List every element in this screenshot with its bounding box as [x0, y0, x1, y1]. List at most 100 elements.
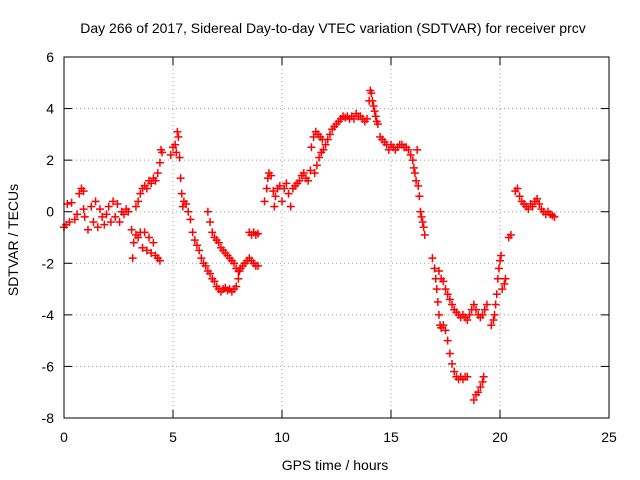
data-point	[270, 202, 279, 211]
data-point	[232, 282, 241, 291]
data-point	[404, 145, 413, 154]
data-point	[176, 174, 185, 183]
data-point	[487, 321, 496, 330]
data-point	[106, 218, 115, 227]
data-point	[134, 197, 143, 206]
data-point	[113, 199, 122, 208]
data-point	[138, 243, 147, 252]
data-point	[535, 199, 544, 208]
data-point	[428, 254, 437, 263]
chart-title: Day 266 of 2017, Sidereal Day-to-day VTE…	[80, 20, 586, 36]
data-point	[186, 215, 195, 224]
data-point	[98, 212, 107, 221]
data-point	[414, 181, 423, 190]
data-point	[491, 300, 500, 309]
data-point	[482, 300, 491, 309]
data-point	[409, 163, 418, 172]
data-point	[115, 218, 124, 227]
data-point	[497, 251, 506, 260]
data-point	[479, 372, 488, 381]
data-point	[284, 189, 293, 198]
data-point	[151, 176, 160, 185]
data-point	[370, 107, 379, 116]
data-point	[83, 225, 92, 234]
data-point	[140, 228, 149, 237]
data-point	[524, 205, 533, 214]
data-point	[413, 145, 422, 154]
data-point	[208, 228, 217, 237]
data-point	[494, 264, 503, 273]
data-point	[93, 223, 102, 232]
y-tick-label: 2	[46, 152, 54, 168]
data-point	[478, 377, 487, 386]
y-tick-label: 4	[46, 101, 54, 117]
data-point	[420, 230, 429, 239]
data-point	[550, 212, 559, 221]
data-point	[142, 246, 151, 255]
data-point	[469, 395, 478, 404]
data-point	[368, 96, 377, 105]
data-point	[443, 290, 452, 299]
data-point	[492, 290, 501, 299]
data-point	[419, 223, 428, 232]
data-point	[463, 372, 472, 381]
data-point	[500, 279, 509, 288]
data-point	[269, 187, 278, 196]
data-point	[321, 140, 330, 149]
data-point	[136, 189, 145, 198]
data-point	[67, 198, 76, 207]
data-point	[406, 150, 415, 159]
data-point	[286, 202, 295, 211]
data-point	[63, 199, 72, 208]
data-point	[450, 367, 459, 376]
data-point	[441, 285, 450, 294]
data-point	[465, 310, 474, 319]
data-point	[192, 241, 201, 250]
data-point	[445, 295, 454, 304]
data-point	[111, 212, 120, 221]
ticks: 0 5 10 15 20 25 -8 -6 -4 -2 0 2 4 6	[42, 49, 617, 445]
data-point	[463, 316, 472, 325]
data-point	[478, 310, 487, 319]
data-point	[349, 114, 358, 123]
data-point	[363, 114, 372, 123]
data-point	[325, 130, 334, 139]
y-tick-label: 0	[46, 204, 54, 220]
data-point	[448, 300, 457, 309]
data-point	[312, 161, 321, 170]
data-point	[432, 285, 441, 294]
data-point	[89, 218, 98, 227]
data-point	[528, 202, 537, 211]
data-point	[304, 176, 313, 185]
data-point	[172, 148, 181, 157]
y-axis-label: SDTVAR / TECUs	[5, 184, 21, 296]
data-point	[147, 248, 156, 257]
x-tick-label: 0	[60, 429, 68, 445]
data-point	[203, 207, 212, 216]
data-point	[271, 192, 280, 201]
data-point	[433, 297, 442, 306]
data-point	[307, 143, 316, 152]
data-point	[267, 171, 276, 180]
data-point	[175, 153, 184, 162]
data-point	[254, 229, 263, 238]
x-axis-label: GPS time / hours	[282, 457, 389, 473]
data-point	[201, 261, 210, 270]
x-tick-label: 20	[492, 429, 508, 445]
data-point	[230, 259, 239, 268]
data-point	[476, 383, 485, 392]
data-point	[158, 148, 167, 157]
y-tick-label: -4	[42, 307, 55, 323]
y-tick-label: -6	[42, 358, 55, 374]
data-point	[206, 269, 215, 278]
data-point	[87, 202, 96, 211]
data-point	[480, 305, 489, 314]
data-point	[190, 236, 199, 245]
data-point	[410, 169, 419, 178]
data-point	[210, 277, 219, 286]
data-point	[319, 145, 328, 154]
data-point	[417, 212, 426, 221]
data-point	[197, 254, 206, 263]
data-point	[439, 321, 448, 330]
